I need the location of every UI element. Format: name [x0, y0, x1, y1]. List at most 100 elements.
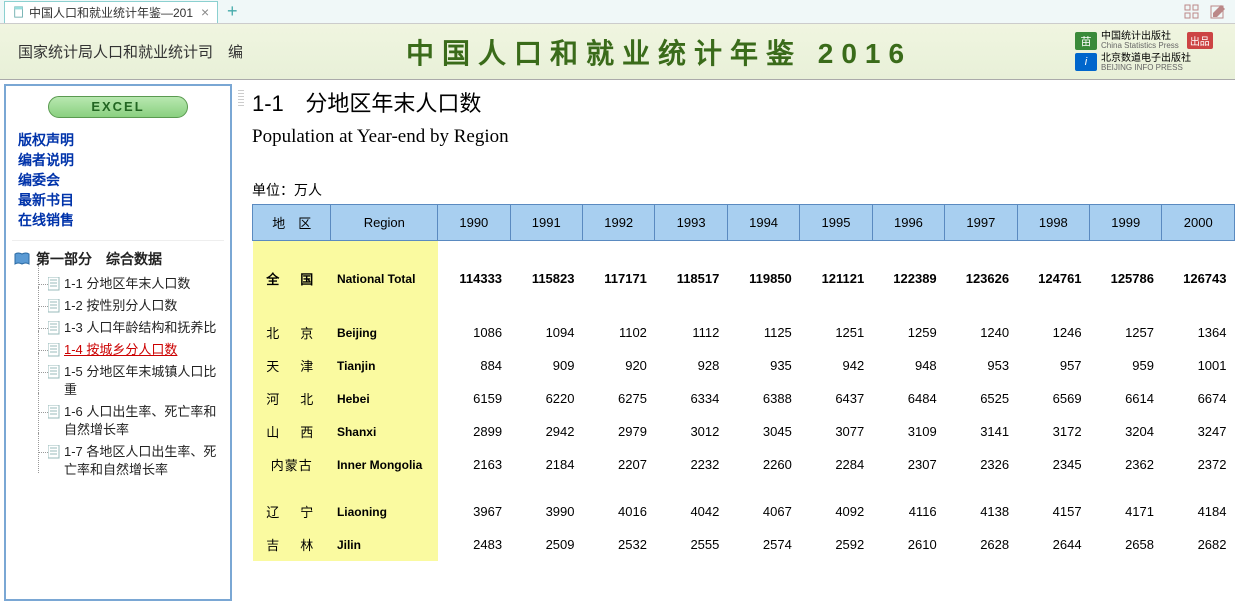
- sidebar-link[interactable]: 版权声明: [18, 130, 218, 150]
- row-label-cn: 辽 宁: [253, 495, 331, 528]
- col-year: 1990: [438, 205, 510, 241]
- data-cell: 4016: [582, 495, 654, 528]
- row-label-cn: 内蒙古: [253, 448, 331, 481]
- content-pane: 1-1 分地区年末人口数 Population at Year-end by R…: [236, 80, 1235, 605]
- data-cell: 6614: [1090, 382, 1162, 415]
- tree-item[interactable]: 1-6 人口出生率、死亡率和自然增长率: [32, 401, 222, 441]
- table-row: 吉 林Jilin24832509253225552574259226102628…: [253, 528, 1235, 561]
- drag-handle-icon[interactable]: [238, 90, 244, 108]
- col-year: 2000: [1162, 205, 1235, 241]
- tree-item-label[interactable]: 1-2 按性别分人口数: [62, 297, 222, 315]
- data-cell: 118517: [655, 241, 727, 317]
- row-label-en: Beijing: [331, 316, 438, 349]
- sidebar-link[interactable]: 编者说明: [18, 150, 218, 170]
- data-cell: 1086: [438, 316, 510, 349]
- row-label-en: Shanxi: [331, 415, 438, 448]
- col-year: 1999: [1090, 205, 1162, 241]
- tree-item[interactable]: 1-7 各地区人口出生率、死亡率和自然增长率: [32, 441, 222, 481]
- data-cell: 2184: [510, 448, 582, 481]
- data-cell: 2899: [438, 415, 510, 448]
- data-cell: 3141: [945, 415, 1017, 448]
- tree-item-label[interactable]: 1-1 分地区年末人口数: [62, 275, 222, 293]
- data-cell: 957: [1017, 349, 1089, 382]
- sidebar-link[interactable]: 在线销售: [18, 210, 218, 230]
- data-cell: 6159: [438, 382, 510, 415]
- stats-press-icon: 苗: [1075, 32, 1097, 50]
- data-cell: 1364: [1162, 316, 1235, 349]
- data-cell: 2307: [872, 448, 944, 481]
- col-year: 1997: [945, 205, 1017, 241]
- tree-item[interactable]: 1-2 按性别分人口数: [32, 295, 222, 317]
- browser-tab[interactable]: 中国人口和就业统计年鉴—201 ×: [4, 1, 218, 23]
- data-cell: 2345: [1017, 448, 1089, 481]
- data-cell: 2658: [1090, 528, 1162, 561]
- tree-item-label[interactable]: 1-3 人口年龄结构和抚养比: [62, 319, 222, 337]
- document-icon: [48, 277, 60, 291]
- tree-section-label: 第一部分 综合数据: [36, 249, 162, 269]
- document-icon: [48, 321, 60, 335]
- tree-item[interactable]: 1-5 分地区年末城镇人口比重: [32, 361, 222, 401]
- data-cell: 1102: [582, 316, 654, 349]
- data-cell: 935: [727, 349, 799, 382]
- data-cell: 4138: [945, 495, 1017, 528]
- tree-item-label[interactable]: 1-4 按城乡分人口数: [62, 341, 222, 359]
- row-label-cn: 山 西: [253, 415, 331, 448]
- data-cell: 121121: [800, 241, 872, 317]
- table-row: 天 津Tianjin884909920928935942948953957959…: [253, 349, 1235, 382]
- data-cell: 123626: [945, 241, 1017, 317]
- data-cell: 953: [945, 349, 1017, 382]
- sidebar-link[interactable]: 最新书目: [18, 190, 218, 210]
- data-cell: 1001: [1162, 349, 1235, 382]
- data-cell: 125786: [1090, 241, 1162, 317]
- data-cell: 3172: [1017, 415, 1089, 448]
- tree-item-label[interactable]: 1-6 人口出生率、死亡率和自然增长率: [62, 403, 222, 439]
- data-cell: 6388: [727, 382, 799, 415]
- tab-title: 中国人口和就业统计年鉴—201: [29, 4, 193, 21]
- page-title: 中国人口和就业统计年鉴 2016: [243, 32, 1075, 72]
- tree-item[interactable]: 1-3 人口年龄结构和抚养比: [32, 317, 222, 339]
- col-year: 1991: [510, 205, 582, 241]
- excel-button[interactable]: EXCEL: [48, 96, 188, 118]
- new-tab-button[interactable]: +: [222, 2, 242, 22]
- data-cell: 2483: [438, 528, 510, 561]
- data-cell: 1240: [945, 316, 1017, 349]
- data-cell: 942: [800, 349, 872, 382]
- data-cell: 2372: [1162, 448, 1235, 481]
- tree-item-label[interactable]: 1-5 分地区年末城镇人口比重: [62, 363, 222, 399]
- data-cell: 2942: [510, 415, 582, 448]
- table-title-cn: 分地区年末人口数: [305, 86, 481, 118]
- data-cell: 928: [655, 349, 727, 382]
- data-cell: 1251: [800, 316, 872, 349]
- data-cell: 4171: [1090, 495, 1162, 528]
- data-cell: 6220: [510, 382, 582, 415]
- close-icon[interactable]: ×: [201, 5, 209, 19]
- tree-item[interactable]: 1-4 按城乡分人口数: [32, 339, 222, 361]
- data-cell: 1094: [510, 316, 582, 349]
- data-cell: 920: [582, 349, 654, 382]
- nav-tree: 第一部分 综合数据 1-1 分地区年末人口数 1-2 按性别分人口数 1-3 人口年…: [12, 241, 224, 489]
- data-cell: 117171: [582, 241, 654, 317]
- col-region-en: Region: [331, 205, 438, 241]
- data-cell: 4184: [1162, 495, 1235, 528]
- book-icon: [14, 252, 30, 266]
- data-cell: 3204: [1090, 415, 1162, 448]
- table-unit: 单位：万人: [252, 180, 1235, 200]
- data-cell: 2232: [655, 448, 727, 481]
- tree-item-label[interactable]: 1-7 各地区人口出生率、死亡率和自然增长率: [62, 443, 222, 479]
- data-cell: 2574: [727, 528, 799, 561]
- sidebar-links: 版权声明编者说明编委会最新书目在线销售: [12, 128, 224, 241]
- data-cell: 3012: [655, 415, 727, 448]
- tree-section-header[interactable]: 第一部分 综合数据: [14, 249, 222, 269]
- table-title-en: Population at Year-end by Region: [252, 126, 1235, 148]
- col-year: 1995: [800, 205, 872, 241]
- sidebar-link[interactable]: 编委会: [18, 170, 218, 190]
- tree-item[interactable]: 1-1 分地区年末人口数: [32, 273, 222, 295]
- data-cell: 1112: [655, 316, 727, 349]
- data-cell: 2610: [872, 528, 944, 561]
- grid-icon[interactable]: [1183, 3, 1201, 21]
- row-label-en: Hebei: [331, 382, 438, 415]
- data-cell: 2326: [945, 448, 1017, 481]
- col-year: 1992: [582, 205, 654, 241]
- table-code: 1-1: [252, 91, 284, 117]
- edit-icon[interactable]: [1209, 3, 1227, 21]
